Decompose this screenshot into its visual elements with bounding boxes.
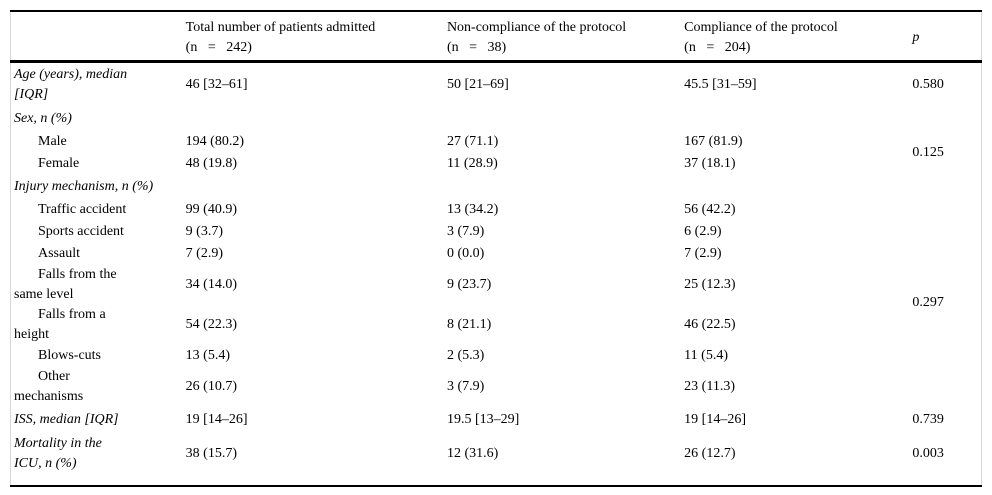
cell-noncompliance xyxy=(444,107,681,131)
cell-compliance: 56 (42.2) xyxy=(684,202,736,217)
cell-noncompliance: 8 (21.1) xyxy=(446,317,492,332)
cell-noncompliance: 9 (23.7) xyxy=(446,277,492,292)
cell-noncompliance: 13 (34.2) xyxy=(446,202,499,217)
row-label: Falls from a height xyxy=(14,307,106,342)
header-total-admitted: Total number of patients admitted (n = 2… xyxy=(182,11,444,63)
cell-p-value xyxy=(908,175,981,199)
cell-compliance xyxy=(681,107,908,131)
row-label: Sex, n (%) xyxy=(14,111,72,126)
row-label: Sports accident xyxy=(38,224,124,239)
cell-p-value: 0.297 xyxy=(912,295,944,310)
row-age: Age (years), median [IQR] 46 [32–61] 50 … xyxy=(11,62,982,108)
cell-compliance: 19 [14–26] xyxy=(684,412,746,427)
cell-p-value: 0.580 xyxy=(912,77,944,92)
cell-p-value: 0.003 xyxy=(912,446,944,461)
row-label: Assault xyxy=(38,246,80,261)
row-female: Female 48 (19.8) 11 (28.9) 37 (18.1) xyxy=(11,153,982,175)
cell-compliance: 26 (12.7) xyxy=(684,446,736,461)
row-label: Other mechanisms xyxy=(14,369,84,404)
patient-characteristics-table: Total number of patients admitted (n = 2… xyxy=(10,10,982,487)
cell-noncompliance: 3 (7.9) xyxy=(446,224,485,239)
cell-total: 19 [14–26] xyxy=(185,412,248,427)
cell-total: 38 (15.7) xyxy=(185,446,237,461)
header-compliance: Compliance of the protocol (n = 204) xyxy=(681,11,909,63)
row-label: Male xyxy=(38,134,67,149)
row-blows-cuts: Blows-cuts 13 (5.4) 2 (5.3) 11 (5.4) xyxy=(11,345,982,367)
row-label: ISS, median [IQR] xyxy=(14,412,119,427)
row-mortality-icu: Mortality in the ICU, n (%) 38 (15.7) 12… xyxy=(11,433,982,486)
table-header: Total number of patients admitted (n = 2… xyxy=(10,11,982,63)
cell-p-value: 0.125 xyxy=(912,145,944,160)
row-label: Injury mechanism, n (%) xyxy=(14,179,154,194)
cell-noncompliance: 2 (5.3) xyxy=(446,348,485,363)
cell-noncompliance: 19.5 [13–29] xyxy=(446,412,520,427)
cell-total: 7 (2.9) xyxy=(185,246,223,261)
cell-total: 99 (40.9) xyxy=(185,202,237,217)
cell-noncompliance: 12 (31.6) xyxy=(446,446,499,461)
row-injury-section: Injury mechanism, n (%) xyxy=(11,175,982,199)
row-label: Blows-cuts xyxy=(38,348,101,363)
cell-total: 54 (22.3) xyxy=(185,317,237,332)
cell-total: 13 (5.4) xyxy=(185,348,230,363)
cell-compliance: 23 (11.3) xyxy=(684,379,735,394)
cell-total: 9 (3.7) xyxy=(185,224,223,239)
cell-noncompliance: 27 (71.1) xyxy=(446,134,499,149)
row-iss: ISS, median [IQR] 19 [14–26] 19.5 [13–29… xyxy=(11,407,982,433)
row-traffic-accident: Traffic accident 99 (40.9) 13 (34.2) 56 … xyxy=(11,199,982,310)
row-label: Age (years), median [IQR] xyxy=(14,67,128,102)
cell-compliance: 7 (2.9) xyxy=(684,246,722,261)
cell-compliance: 46 (22.5) xyxy=(684,317,736,332)
cell-p-value xyxy=(908,107,981,131)
header-p-value: p xyxy=(908,11,982,63)
cell-compliance: 6 (2.9) xyxy=(684,224,722,239)
cell-noncompliance: 3 (7.9) xyxy=(446,379,485,394)
header-non-compliance: Non-compliance of the protocol (n = 38) xyxy=(443,11,682,63)
row-label: Falls from the same level xyxy=(14,267,117,302)
row-male: Male 194 (80.2) 27 (71.1) 167 (81.9) 0.1… xyxy=(11,131,982,160)
cell-compliance: 45.5 [31–59] xyxy=(684,77,757,92)
cell-p-value: 0.739 xyxy=(912,412,944,427)
row-sex-section: Sex, n (%) xyxy=(11,107,982,131)
row-label: Female xyxy=(38,156,80,171)
cell-compliance: 37 (18.1) xyxy=(684,156,736,171)
cell-total: 194 (80.2) xyxy=(185,134,244,149)
cell-compliance: 25 (12.3) xyxy=(684,277,736,292)
row-other-mechanisms: Other mechanisms 26 (10.7) 3 (7.9) 23 (1… xyxy=(11,367,982,407)
cell-noncompliance: 50 [21–69] xyxy=(446,77,509,92)
row-label: Mortality in the ICU, n (%) xyxy=(14,436,102,471)
row-label: Traffic accident xyxy=(38,202,127,217)
cell-compliance xyxy=(681,175,908,199)
cell-total xyxy=(183,107,444,131)
cell-noncompliance: 11 (28.9) xyxy=(446,156,498,171)
cell-noncompliance xyxy=(444,175,681,199)
table-body: Age (years), median [IQR] 46 [32–61] 50 … xyxy=(11,62,982,487)
cell-total: 26 (10.7) xyxy=(185,379,237,394)
row-falls-same-level: Falls from the same level 34 (14.0) 9 (2… xyxy=(11,265,982,305)
cell-total: 34 (14.0) xyxy=(185,277,237,292)
cell-total: 48 (19.8) xyxy=(185,156,237,171)
cell-compliance: 167 (81.9) xyxy=(684,134,743,149)
row-falls-height: Falls from a height 54 (22.3) 8 (21.1) 4… xyxy=(11,305,982,345)
row-assault: Assault 7 (2.9) 0 (0.0) 7 (2.9) xyxy=(11,243,982,265)
cell-total xyxy=(183,175,444,199)
cell-noncompliance: 0 (0.0) xyxy=(446,246,485,261)
header-row: Total number of patients admitted (n = 2… xyxy=(10,11,982,63)
header-empty-cell xyxy=(10,11,183,63)
row-sports-accident: Sports accident 9 (3.7) 3 (7.9) 6 (2.9) xyxy=(11,221,982,243)
cell-total: 46 [32–61] xyxy=(185,77,248,92)
cell-compliance: 11 (5.4) xyxy=(684,348,728,363)
